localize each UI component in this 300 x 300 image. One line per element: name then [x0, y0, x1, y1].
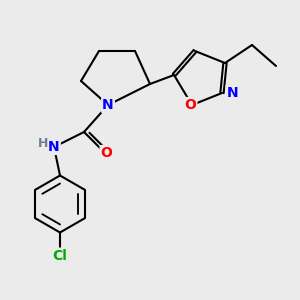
Text: N: N [48, 140, 60, 154]
Text: O: O [100, 146, 112, 160]
Text: N: N [102, 98, 114, 112]
Text: Cl: Cl [52, 249, 68, 262]
Text: N: N [226, 86, 238, 100]
Text: O: O [184, 98, 196, 112]
Text: H: H [38, 137, 49, 150]
